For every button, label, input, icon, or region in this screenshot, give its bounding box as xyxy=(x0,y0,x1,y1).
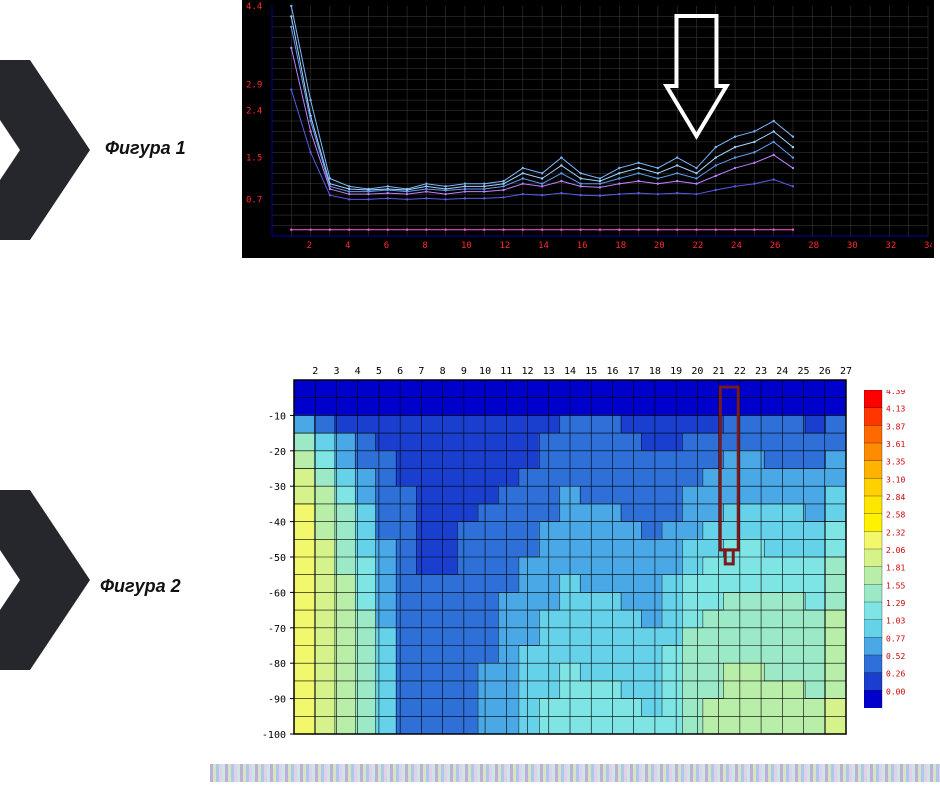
svg-text:4.4: 4.4 xyxy=(246,2,262,12)
svg-text:18: 18 xyxy=(615,241,626,251)
svg-text:8: 8 xyxy=(440,366,446,377)
svg-text:-60: -60 xyxy=(268,588,286,599)
svg-text:2.58: 2.58 xyxy=(886,511,905,520)
chart1-container: 0.71.52.42.94.42468101214161820222426283… xyxy=(242,0,934,258)
svg-text:34: 34 xyxy=(924,241,932,251)
svg-text:0.00: 0.00 xyxy=(886,687,905,696)
svg-text:12: 12 xyxy=(500,241,511,251)
page: Фигура 1 Фигура 2 0.71.52.42.94.42468101… xyxy=(0,0,940,788)
svg-text:21: 21 xyxy=(713,366,725,377)
svg-text:15: 15 xyxy=(585,366,597,377)
svg-text:20: 20 xyxy=(654,241,665,251)
svg-text:16: 16 xyxy=(577,241,588,251)
svg-text:4.39: 4.39 xyxy=(886,390,905,396)
svg-text:28: 28 xyxy=(808,241,819,251)
chart2-container: 2345678910111213141516171819202122232425… xyxy=(248,360,852,740)
figure1-label: Фигура 1 xyxy=(105,138,186,159)
svg-text:-40: -40 xyxy=(268,518,286,529)
svg-text:1.55: 1.55 xyxy=(886,581,905,590)
svg-text:26: 26 xyxy=(770,241,781,251)
figure2-label: Фигура 2 xyxy=(100,576,181,597)
chart2-heatmap: 2345678910111213141516171819202122232425… xyxy=(248,360,852,740)
svg-text:27: 27 xyxy=(840,366,852,377)
svg-text:24: 24 xyxy=(776,366,788,377)
footer-separator xyxy=(210,764,940,782)
svg-text:1.29: 1.29 xyxy=(886,599,905,608)
svg-text:1.03: 1.03 xyxy=(886,617,905,626)
svg-text:6: 6 xyxy=(397,366,403,377)
svg-text:-80: -80 xyxy=(268,659,286,670)
svg-text:10: 10 xyxy=(479,366,491,377)
svg-text:0.77: 0.77 xyxy=(886,634,905,643)
colorbar: 4.39 4.13 3.87 3.61 3.35 3.10 2.84 2.58 2.32 2.06… xyxy=(864,390,924,708)
svg-text:7: 7 xyxy=(418,366,424,377)
svg-text:4: 4 xyxy=(345,241,350,251)
svg-text:-70: -70 xyxy=(268,624,286,635)
svg-text:2.84: 2.84 xyxy=(886,493,905,502)
svg-text:25: 25 xyxy=(798,366,810,377)
svg-text:23: 23 xyxy=(755,366,767,377)
svg-text:0.52: 0.52 xyxy=(886,652,905,661)
decor-chevron-1 xyxy=(0,60,90,240)
svg-text:2.4: 2.4 xyxy=(246,107,262,117)
svg-text:10: 10 xyxy=(461,241,472,251)
svg-text:16: 16 xyxy=(606,366,618,377)
svg-text:14: 14 xyxy=(538,241,549,251)
svg-text:-100: -100 xyxy=(262,730,286,740)
svg-text:30: 30 xyxy=(847,241,858,251)
svg-text:3.61: 3.61 xyxy=(886,440,905,449)
svg-text:22: 22 xyxy=(692,241,703,251)
svg-text:3.87: 3.87 xyxy=(886,422,905,431)
svg-text:-50: -50 xyxy=(268,553,286,564)
svg-text:14: 14 xyxy=(564,366,576,377)
svg-text:3.35: 3.35 xyxy=(886,458,905,467)
chart1-line: 0.71.52.42.94.42468101214161820222426283… xyxy=(244,2,932,256)
svg-text:-30: -30 xyxy=(268,482,286,493)
svg-text:6: 6 xyxy=(384,241,389,251)
svg-text:13: 13 xyxy=(543,366,555,377)
svg-text:18: 18 xyxy=(649,366,661,377)
svg-text:22: 22 xyxy=(734,366,746,377)
svg-text:2.32: 2.32 xyxy=(886,528,905,537)
svg-text:17: 17 xyxy=(628,366,640,377)
svg-text:12: 12 xyxy=(522,366,534,377)
svg-text:9: 9 xyxy=(461,366,467,377)
svg-text:26: 26 xyxy=(819,366,831,377)
svg-text:2.06: 2.06 xyxy=(886,546,905,555)
svg-text:2.9: 2.9 xyxy=(246,80,262,90)
svg-text:-90: -90 xyxy=(268,695,286,706)
svg-text:24: 24 xyxy=(731,241,742,251)
svg-text:4.13: 4.13 xyxy=(886,405,905,414)
svg-text:3.10: 3.10 xyxy=(886,475,905,484)
svg-text:32: 32 xyxy=(885,241,896,251)
svg-text:-10: -10 xyxy=(268,411,286,422)
svg-text:20: 20 xyxy=(691,366,703,377)
svg-text:-20: -20 xyxy=(268,447,286,458)
svg-text:1.81: 1.81 xyxy=(886,564,905,573)
svg-text:19: 19 xyxy=(670,366,682,377)
svg-text:11: 11 xyxy=(500,366,512,377)
svg-text:8: 8 xyxy=(422,241,427,251)
svg-text:0.26: 0.26 xyxy=(886,670,905,679)
decor-chevron-2 xyxy=(0,490,90,670)
svg-text:4: 4 xyxy=(355,366,361,377)
svg-text:3: 3 xyxy=(333,366,339,377)
svg-text:0.7: 0.7 xyxy=(246,195,262,205)
svg-text:2: 2 xyxy=(312,366,318,377)
svg-text:5: 5 xyxy=(376,366,382,377)
svg-text:1.5: 1.5 xyxy=(246,154,262,164)
legend-container: 4.39 4.13 3.87 3.61 3.35 3.10 2.84 2.58 2.32 2.06… xyxy=(864,390,924,708)
svg-text:2: 2 xyxy=(307,241,312,251)
